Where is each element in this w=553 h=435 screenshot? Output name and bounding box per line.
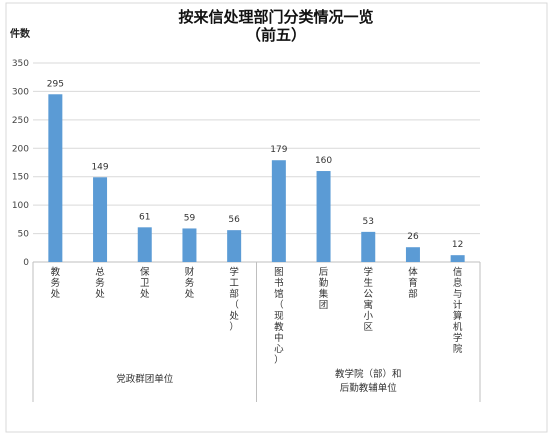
group-label: 教学院（部）和 — [335, 368, 402, 380]
bar — [405, 247, 420, 262]
chart-title-line2: （前五） — [246, 26, 306, 44]
y-tick-label: 250 — [12, 116, 29, 126]
group-label: 党政群团单位 — [116, 373, 174, 385]
data-label: 26 — [407, 232, 419, 242]
category-label: 后勤集团 — [319, 267, 329, 311]
grid-layer — [33, 62, 480, 263]
y-tick-label: 50 — [18, 230, 30, 240]
y-tick-label: 100 — [12, 201, 29, 211]
y-tick-label: 150 — [12, 173, 29, 183]
bar — [93, 177, 108, 262]
data-label: 295 — [47, 79, 64, 89]
data-label: 56 — [228, 215, 240, 225]
y-tick-label: 200 — [12, 144, 29, 154]
bar — [361, 231, 376, 262]
data-label: 179 — [270, 145, 287, 155]
bar — [137, 227, 152, 262]
category-label: 教务处 — [51, 266, 61, 300]
category-label: 学生公寓小区 — [363, 266, 373, 333]
chart-title-line1: 按来信处理部门分类情况一览 — [178, 8, 373, 26]
data-label: 12 — [452, 240, 463, 250]
group-label: 后勤教辅单位 — [340, 382, 398, 394]
bar — [271, 160, 286, 262]
y-axis-label: 件数 — [10, 27, 31, 40]
data-label: 61 — [139, 212, 150, 222]
bar — [316, 171, 331, 262]
category-label: 信息与计算机学院 — [453, 266, 463, 355]
y-tick-label: 350 — [12, 59, 29, 69]
category-label: 图书馆（现教中心） — [274, 267, 284, 366]
category-label: 体育部 — [408, 266, 418, 300]
y-tick-label: 0 — [23, 258, 29, 268]
category-label: 总务处 — [95, 266, 105, 300]
bar — [450, 255, 465, 262]
bar — [48, 94, 63, 263]
data-label: 149 — [91, 162, 108, 172]
data-label: 53 — [363, 217, 374, 227]
category-label: 学工部（处） — [229, 266, 239, 333]
bar — [227, 230, 242, 262]
bar — [182, 228, 197, 262]
category-label: 财务处 — [185, 266, 195, 300]
axis-layer: 0 50 100 150 200 250 300 350 教务处 总务处 保卫处 财务处 学工部（处） 图… — [12, 59, 481, 402]
data-label: 59 — [184, 213, 196, 223]
data-label: 160 — [315, 156, 332, 166]
y-tick-label: 300 — [12, 87, 29, 97]
bar-layer: 295 149 61 59 56 179 160 53 26 12 — [47, 79, 465, 263]
category-label: 保卫处 — [140, 266, 150, 300]
